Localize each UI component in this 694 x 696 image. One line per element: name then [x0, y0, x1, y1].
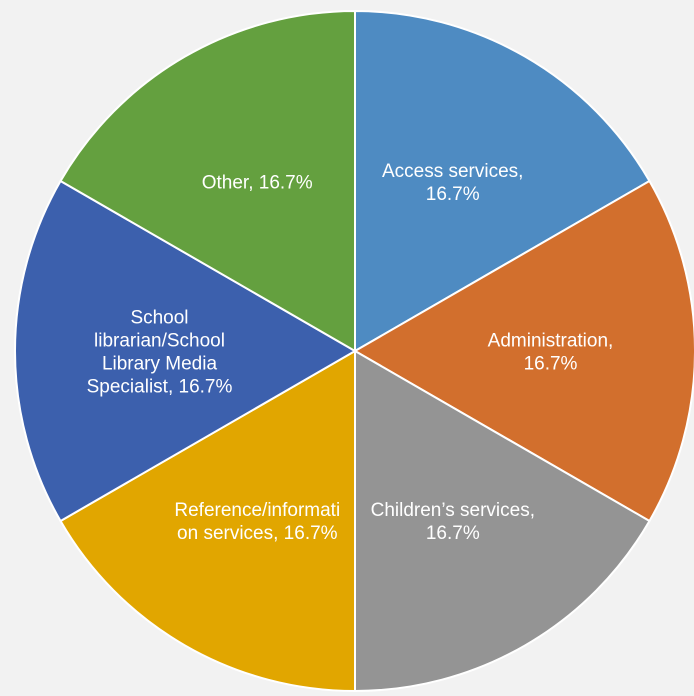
data-label-other: Other, 16.7% [202, 173, 313, 194]
data-label-line: 16.7% [426, 184, 480, 205]
data-label-line: Library Media [102, 354, 218, 375]
pie-slice-other [59, 9, 356, 353]
pie-data-labels: Access services, 16.7%Administration, 16.7… [87, 161, 614, 544]
data-label-reference-information-services: Reference/informati on services, 16.7% [174, 500, 340, 544]
data-label-line: Reference/informati [174, 500, 340, 521]
data-label-line: Specialist, 16.7% [87, 377, 233, 398]
data-label-line: School [130, 308, 188, 329]
data-label-line: Access services, [382, 161, 523, 182]
data-label-line: on services, 16.7% [177, 523, 338, 544]
pie-slice-reference-information-services [59, 349, 356, 693]
pie-slice-children-s-services [354, 349, 651, 693]
pie-slice-administration [352, 179, 694, 523]
data-label-line: 16.7% [426, 523, 480, 544]
data-label-line: 16.7% [524, 354, 578, 375]
data-label-school-librarian-school-library-media-specialist: School librarian/School Library Media Speci… [87, 308, 233, 398]
data-label-line: librarian/School [94, 331, 225, 352]
data-label-children-s-services: Children’s services, 16.7% [371, 500, 535, 544]
data-label-line: Administration, [488, 331, 614, 352]
data-label-line: Other, 16.7% [202, 173, 313, 194]
data-label-administration: Administration, 16.7% [488, 331, 614, 375]
pie-slices [13, 9, 694, 693]
pie-slice-access-services [354, 9, 651, 353]
pie-slice-school-librarian-school-library-media-specialist [13, 179, 358, 523]
data-label-line: Children’s services, [371, 500, 535, 521]
data-label-access-services: Access services, 16.7% [382, 161, 523, 205]
